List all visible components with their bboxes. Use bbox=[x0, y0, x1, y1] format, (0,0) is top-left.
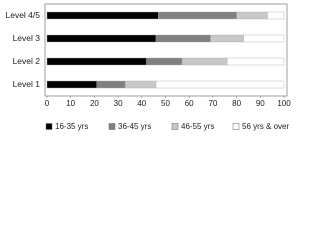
x-tick-label: 0 bbox=[45, 99, 50, 108]
legend-swatch bbox=[108, 123, 116, 130]
bar-segment bbox=[236, 11, 268, 20]
x-tick-label: 80 bbox=[232, 99, 241, 108]
x-tick-label: 50 bbox=[161, 99, 170, 108]
bar-segment bbox=[155, 34, 211, 43]
bar-segment bbox=[46, 80, 97, 89]
legend-label: 56 yrs & over bbox=[242, 122, 289, 131]
bar-segment bbox=[155, 80, 285, 89]
x-tick-label: 40 bbox=[137, 99, 146, 108]
x-tick-label: 10 bbox=[66, 99, 75, 108]
x-tick-label: 100 bbox=[277, 99, 291, 108]
bar-segment bbox=[158, 11, 237, 20]
bar-segment bbox=[46, 11, 159, 20]
bar-segment bbox=[226, 57, 285, 66]
legend-label: 46-55 yrs bbox=[181, 122, 214, 131]
y-tick-label: Level 2 bbox=[13, 56, 41, 66]
bar-segment bbox=[210, 34, 244, 43]
legend-label: 36-45 yrs bbox=[118, 122, 151, 131]
bar-segment bbox=[181, 57, 228, 66]
legend-label: 16-35 yrs bbox=[55, 122, 88, 131]
x-tick-label: 90 bbox=[256, 99, 265, 108]
legend-swatch bbox=[171, 123, 179, 130]
bar-segment bbox=[267, 11, 285, 20]
bar-segment bbox=[146, 57, 183, 66]
x-tick-label: 30 bbox=[114, 99, 123, 108]
chart: 0 10 20 30 40 50 60 70 80 90 100 Level 4/5 Level 3 Le… bbox=[6, 3, 291, 131]
x-tick-label: 70 bbox=[208, 99, 217, 108]
x-tick-label: 20 bbox=[90, 99, 99, 108]
legend-swatch bbox=[45, 123, 53, 130]
bar-segment bbox=[96, 80, 126, 89]
y-tick-label: Level 1 bbox=[13, 79, 41, 89]
y-tick-label: Level 4/5 bbox=[6, 10, 41, 20]
bar-segment bbox=[243, 34, 285, 43]
x-tick-label: 60 bbox=[185, 99, 194, 108]
y-tick-label: Level 3 bbox=[13, 33, 41, 43]
bar-segment bbox=[125, 80, 157, 89]
legend-swatch bbox=[232, 123, 240, 130]
plot-frame bbox=[44, 3, 288, 97]
bar-segment bbox=[46, 34, 157, 43]
bar-segment bbox=[46, 57, 147, 66]
